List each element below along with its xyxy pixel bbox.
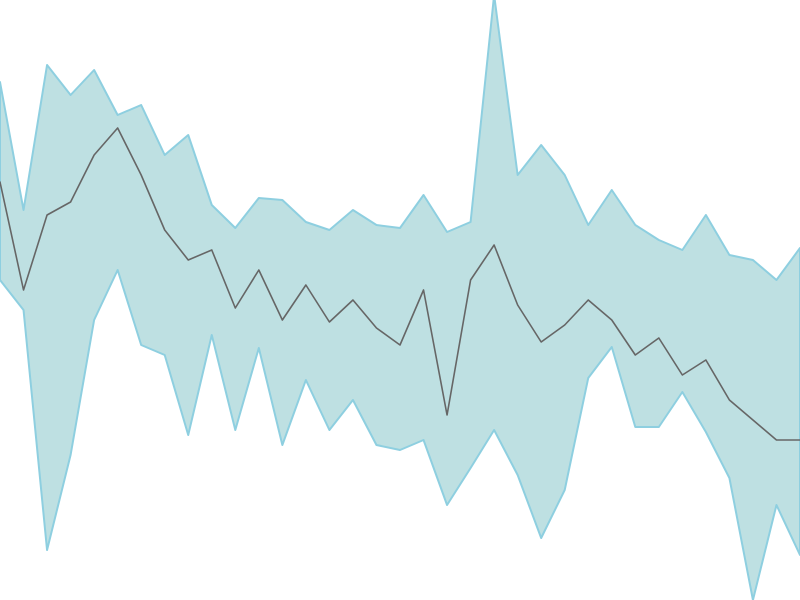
confidence-band [0,0,800,600]
confidence-band-chart [0,0,800,600]
chart-svg [0,0,800,600]
